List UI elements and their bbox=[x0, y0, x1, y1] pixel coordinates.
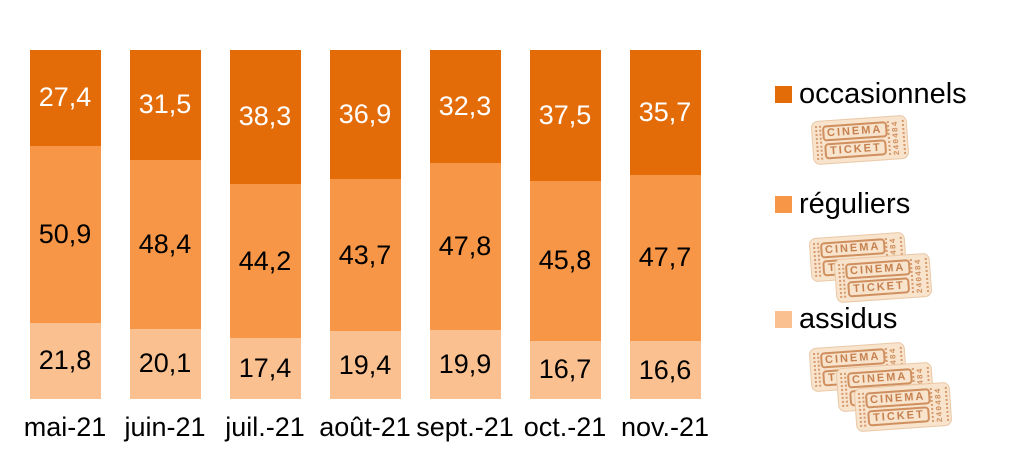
legend-label: réguliers bbox=[799, 188, 911, 220]
value-label: 37,5 bbox=[538, 99, 592, 130]
stacked-bar: 31,5 48,4 20,1 bbox=[129, 50, 201, 399]
value-label: 35,7 bbox=[638, 96, 692, 127]
value-label: 32,3 bbox=[438, 90, 492, 121]
stacked-bar: 27,4 50,9 21,8 bbox=[29, 50, 101, 399]
legend-swatch bbox=[775, 196, 792, 213]
bar-group: 27,4 50,9 21,8 mai-21 bbox=[15, 50, 115, 443]
legend-item-reguliers: réguliers bbox=[775, 188, 910, 221]
stacked-bar: 32,3 47,8 19,9 bbox=[429, 50, 501, 399]
bar-group: 32,3 47,8 19,9 sept.-21 bbox=[415, 50, 515, 443]
value-label: 47,7 bbox=[638, 242, 692, 273]
legend-item-occasionnels: occasionnels bbox=[775, 78, 967, 111]
segment-occasionnels: 32,3 bbox=[429, 50, 501, 163]
ticket-serial: 240484 bbox=[913, 257, 926, 294]
value-label: 43,7 bbox=[338, 239, 392, 270]
value-label: 50,9 bbox=[38, 218, 92, 249]
value-label: 44,2 bbox=[238, 245, 292, 276]
segment-occasionnels: 31,5 bbox=[129, 50, 201, 160]
ticket-serial: 240484 bbox=[890, 119, 903, 156]
value-label: 16,6 bbox=[638, 354, 692, 385]
legend-swatch bbox=[775, 311, 792, 328]
x-axis-label: juin-21 bbox=[124, 412, 206, 442]
segment-assidus: 19,4 bbox=[329, 331, 401, 399]
segment-occasionnels: 27,4 bbox=[29, 50, 101, 146]
segment-réguliers: 50,9 bbox=[29, 145, 101, 323]
value-label: 48,4 bbox=[138, 228, 192, 259]
segment-assidus: 16,6 bbox=[629, 341, 701, 399]
segment-réguliers: 48,4 bbox=[129, 159, 201, 329]
x-axis-label: sept.-21 bbox=[416, 412, 514, 442]
segment-assidus: 17,4 bbox=[229, 338, 301, 399]
value-label: 27,4 bbox=[38, 82, 92, 113]
legend-label: occasionnels bbox=[799, 78, 967, 110]
segment-réguliers: 45,8 bbox=[529, 180, 601, 341]
x-axis-label: août-21 bbox=[319, 412, 411, 442]
stacked-bar: 37,5 45,8 16,7 bbox=[529, 50, 601, 399]
value-label: 17,4 bbox=[238, 353, 292, 384]
segment-réguliers: 47,8 bbox=[429, 162, 501, 330]
value-label: 47,8 bbox=[438, 230, 492, 261]
ticket-word: TICKET bbox=[867, 406, 931, 427]
segment-assidus: 16,7 bbox=[529, 340, 601, 399]
bar-group: 37,5 45,8 16,7 oct.-21 bbox=[515, 50, 615, 443]
segment-réguliers: 43,7 bbox=[329, 178, 401, 332]
segment-réguliers: 47,7 bbox=[629, 174, 701, 342]
ticket-serial: 240484 bbox=[933, 386, 946, 423]
ticket-word: TICKET bbox=[847, 277, 911, 298]
segment-occasionnels: 36,9 bbox=[329, 50, 401, 179]
value-label: 38,3 bbox=[238, 101, 292, 132]
value-label: 31,5 bbox=[138, 89, 192, 120]
legend-label: assidus bbox=[799, 303, 898, 335]
bar-group: 38,3 44,2 17,4 juil.-21 bbox=[215, 50, 315, 443]
ticket-serial-strip: 240484 bbox=[909, 257, 930, 294]
stacked-bar: 38,3 44,2 17,4 bbox=[229, 50, 301, 399]
value-label: 19,9 bbox=[438, 348, 492, 379]
value-label: 19,4 bbox=[338, 349, 392, 380]
segment-occasionnels: 35,7 bbox=[629, 50, 701, 175]
segment-réguliers: 44,2 bbox=[229, 183, 301, 339]
stacked-bar: 36,9 43,7 19,4 bbox=[329, 50, 401, 399]
ticket-word: CINEMA bbox=[864, 388, 931, 409]
bar-group: 35,7 47,7 16,6 nov.-21 bbox=[615, 50, 715, 443]
stacked-bar: 35,7 47,7 16,6 bbox=[629, 50, 701, 399]
x-axis-label: juil.-21 bbox=[225, 412, 305, 442]
value-label: 16,7 bbox=[538, 354, 592, 385]
segment-assidus: 20,1 bbox=[129, 328, 201, 399]
ticket-serial-strip: 240484 bbox=[929, 386, 950, 423]
bar-group: 31,5 48,4 20,1 juin-21 bbox=[115, 50, 215, 443]
value-label: 20,1 bbox=[138, 348, 192, 379]
ticket-word: CINEMA bbox=[844, 259, 911, 280]
segment-assidus: 21,8 bbox=[29, 322, 101, 399]
segment-assidus: 19,9 bbox=[429, 329, 501, 399]
legend-swatch bbox=[775, 86, 792, 103]
ticket-word: TICKET bbox=[824, 139, 888, 160]
value-label: 45,8 bbox=[538, 245, 592, 276]
x-axis-label: oct.-21 bbox=[523, 412, 607, 442]
segment-occasionnels: 37,5 bbox=[529, 50, 601, 181]
x-axis-label: mai-21 bbox=[23, 412, 107, 442]
value-label: 36,9 bbox=[338, 98, 392, 129]
legend: occasionnels CINEMA TICKET 240484 réguliers C… bbox=[750, 0, 1024, 470]
ticket-word: CINEMA bbox=[821, 121, 888, 142]
plot-area: 27,4 50,9 21,8 mai-21 31,5 48,4 20,1 juin-21 38,… bbox=[15, 50, 715, 443]
ticket-serial-strip: 240484 bbox=[886, 119, 907, 156]
legend-item-assidus: assidus bbox=[775, 303, 897, 336]
segment-occasionnels: 38,3 bbox=[229, 50, 301, 184]
bar-group: 36,9 43,7 19,4 août-21 bbox=[315, 50, 415, 443]
value-label: 21,8 bbox=[38, 345, 92, 376]
x-axis-label: nov.-21 bbox=[620, 412, 710, 442]
